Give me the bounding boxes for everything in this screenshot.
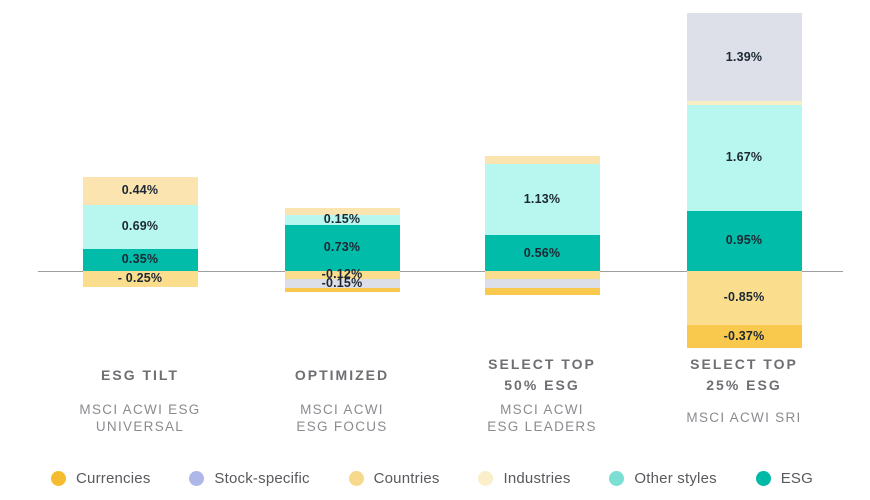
bar-segment-other-styles: 1.13% — [484, 163, 600, 236]
bar-segment-esg: 0.73% — [284, 224, 400, 271]
bar-segment-esg: 0.35% — [82, 248, 198, 271]
legend-dot-icon — [51, 471, 66, 486]
legend-item-countries: Countries — [348, 470, 440, 487]
segment-value-label: 0.35% — [121, 252, 159, 267]
bar-segment-countries: -0.85% — [686, 271, 802, 325]
bar-segment-stock-specific — [484, 278, 600, 289]
bar-segment-industries — [686, 101, 802, 105]
bar-segment-currencies — [484, 288, 600, 296]
legend-dot-icon — [189, 471, 205, 486]
bar-subtitle: MSCI ACWI ESG UNIVERSAL — [79, 401, 201, 435]
segment-value-label: 1.13% — [523, 192, 561, 207]
legend-label: Countries — [373, 470, 440, 487]
segment-value-label: 0.15% — [323, 212, 361, 227]
legend-dot-icon — [755, 471, 771, 486]
legend-item-stock-specific: Stock-specific — [189, 470, 310, 487]
bar-segment-stock-specific: -0.15% — [284, 275, 400, 290]
segment-value-label: 0.95% — [725, 233, 763, 248]
bar-title: SELECT TOP 50% ESG — [488, 356, 596, 393]
legend-item-esg: ESG — [755, 470, 813, 487]
legend-label: Stock-specific — [214, 470, 310, 487]
legend-label: ESG — [780, 470, 813, 487]
segment-value-label: -0.15% — [321, 275, 363, 290]
segment-value-label: -0.37% — [723, 329, 765, 344]
bar-segment-esg: 0.56% — [484, 235, 600, 271]
bar-segment-industries — [284, 208, 400, 216]
chart-legend: Currencies Stock-specific Countries Industr… — [0, 471, 870, 486]
segment-value-label: -0.85% — [723, 290, 765, 305]
segment-value-label: 1.67% — [725, 150, 763, 165]
segment-value-label: 0.73% — [323, 240, 361, 255]
bar-segment-countries: - 0.25% — [82, 271, 198, 287]
bar-segment-other-styles: 0.15% — [284, 212, 400, 227]
bar-segment-esg: 0.95% — [686, 210, 802, 271]
legend-label: Currencies — [76, 470, 151, 487]
legend-dot-icon — [478, 471, 494, 486]
legend-item-other-styles: Other styles — [609, 470, 717, 487]
legend-label: Other styles — [634, 470, 717, 487]
bar-segment-countries: -0.12% — [284, 267, 400, 282]
legend-item-industries: Industries — [478, 471, 570, 486]
segment-value-label: 1.39% — [725, 49, 763, 64]
bar-segment-countries — [484, 271, 600, 279]
bar-title: ESG TILT — [101, 366, 179, 383]
legend-dot-icon — [609, 471, 625, 486]
segment-value-label: - 0.25% — [117, 271, 163, 286]
bar-segment-currencies — [284, 288, 400, 292]
bar-segment-currencies: -0.37% — [686, 324, 802, 349]
bar-segment-industries: 0.44% — [82, 177, 198, 205]
segment-value-label: 0.69% — [121, 219, 159, 234]
bar-segment-stock-specific: 1.39% — [686, 13, 802, 102]
bar-subtitle: MSCI ACWI ESG FOCUS — [296, 401, 388, 435]
legend-label: Industries — [503, 470, 571, 487]
bar-segment-other-styles: 0.69% — [82, 204, 198, 249]
legend-dot-icon — [348, 471, 364, 486]
legend-item-currencies: Currencies — [51, 471, 151, 486]
bar-segment-other-styles: 1.67% — [686, 104, 802, 211]
segment-value-label: -0.12% — [321, 267, 363, 282]
segment-value-label: 0.44% — [121, 183, 159, 198]
zero-axis-line — [38, 271, 843, 272]
bar-segment-industries — [484, 156, 600, 164]
segment-value-label: 0.56% — [523, 245, 561, 260]
bar-title: SELECT TOP 25% ESG — [690, 356, 798, 393]
bar-subtitle: MSCI ACWI SRI — [686, 410, 802, 426]
bar-title: OPTIMIZED — [294, 366, 390, 383]
bar-subtitle: MSCI ACWI ESG LEADERS — [487, 401, 597, 435]
